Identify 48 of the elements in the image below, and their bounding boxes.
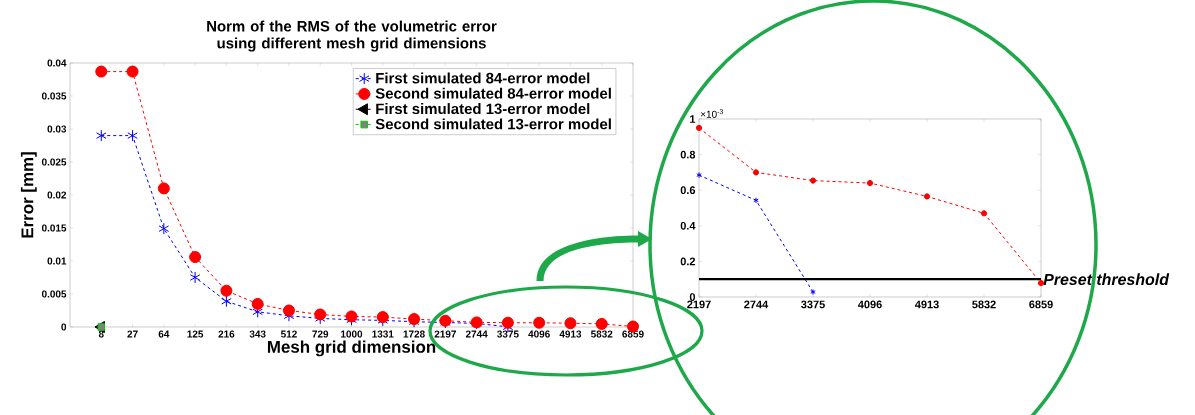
x-tick-label: 1000 (341, 330, 363, 338)
y-axis-title: Error [mm] (20, 152, 37, 238)
legend-label: First simulated 13-error model (376, 103, 590, 115)
x-tick-label: 2744 (744, 300, 769, 309)
x-axis-title: Mesh grid dimension (267, 340, 436, 357)
legend-label: First simulated 84-error model (376, 72, 590, 84)
y-tick-label: 0.4 (680, 221, 696, 230)
x-tick-label: 64 (158, 330, 170, 338)
y-tick-label: 0.005 (41, 290, 67, 298)
y-tick-label: 0.015 (41, 224, 67, 232)
y-tick-label: 0.02 (47, 191, 67, 199)
x-tick-label: 216 (218, 330, 235, 338)
y-tick-label: 1 (690, 115, 696, 123)
x-tick-label: 27 (127, 330, 138, 338)
x-tick-label: 3375 (497, 330, 519, 338)
x-tick-label: 4913 (559, 330, 582, 338)
x-tick-label: 1728 (403, 330, 425, 338)
y-tick-label: 0.8 (680, 150, 696, 159)
x-tick-label: 2197 (434, 330, 456, 338)
text: ×10$^{-3}$ (700, 109, 723, 118)
y-tick-label: 0.2 (680, 257, 696, 266)
y-tick-label: 0.035 (41, 92, 67, 100)
legend-label: Second simulated 13-error model (375, 118, 611, 130)
y-tick-label: 0.04 (47, 59, 67, 67)
y-tick-label: 0.03 (47, 125, 67, 133)
x-tick-label: 343 (249, 330, 266, 338)
x-tick-label: 512 (280, 330, 297, 338)
y-tick-label: 0.6 (680, 186, 696, 195)
y-tick-label: 0 (689, 293, 696, 301)
x-tick-label: 5832 (972, 300, 996, 309)
x-tick-label: 3375 (801, 300, 825, 309)
x-tick-label: 4096 (858, 300, 882, 309)
x-tick-label: 6859 (622, 330, 644, 338)
x-tick-label: 2744 (465, 330, 488, 338)
x-tick-label: 125 (187, 330, 204, 338)
x-tick-label: 5832 (590, 330, 613, 338)
x-tick-label: 4096 (528, 330, 550, 338)
x-tick-label: 6859 (1029, 300, 1053, 309)
y-tick-label: 0 (61, 323, 67, 331)
x-tick-label: 8 (98, 330, 104, 338)
y-tick-label: 0.025 (41, 158, 67, 166)
chart-title: Norm of the RMS of the volumetric error using different mesh grid dimensions (207, 20, 497, 52)
legend-label: Second simulated 84-error model (375, 87, 611, 99)
y-tick-label: 0.01 (47, 257, 67, 265)
x-tick-label: 729 (312, 330, 329, 338)
x-tick-label: 4913 (914, 300, 939, 309)
x-tick-label: 1331 (372, 330, 394, 338)
x-tick-label: 2197 (687, 300, 711, 309)
